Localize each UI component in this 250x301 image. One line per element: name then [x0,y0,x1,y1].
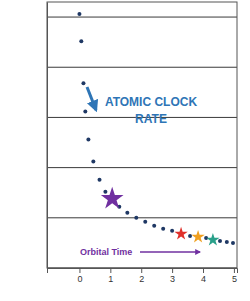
x-tick: 3 [170,268,175,284]
grid-line [47,67,237,68]
arrow [140,251,200,253]
x-tick-mark [110,268,111,273]
x-tick-mark [172,268,173,273]
x-tick-mark [79,268,80,273]
x-axis: 0 1 2 3 4 5 [48,268,238,284]
star-point [191,230,204,243]
grid-line [47,167,237,168]
point [225,240,229,244]
x-tick-label: 0 [77,274,82,284]
point [79,39,83,43]
point [134,216,138,220]
arrow [87,87,96,110]
point [86,138,90,142]
x-tick: 5 [232,268,237,284]
point [81,81,85,85]
point [231,241,235,245]
x-tick-label: 5 [232,274,237,284]
plot-frame [47,2,237,268]
x-tick-mark [203,268,204,273]
x-tick-mark [234,268,235,273]
point [170,229,174,233]
x-axis-line [48,269,238,274]
point [161,227,165,231]
grid-line [47,217,237,218]
point [77,12,81,16]
point [91,160,95,164]
x-tick: 1 [108,268,113,284]
x-tick-mark [141,268,142,273]
point [83,109,87,113]
point [103,190,107,194]
x-tick-label: 3 [170,274,175,284]
x-tick-label: 4 [201,274,206,284]
point [188,234,192,238]
annotation: Orbital Time [80,247,132,257]
x-tick: 0 [77,268,82,284]
annotation: ATOMIC CLOCKRATE [105,95,198,126]
star-point [206,233,219,246]
marks [77,12,235,246]
star-point [101,187,124,209]
series [101,187,220,246]
y-axis [47,3,49,269]
x-tick-label: 1 [108,274,113,284]
y-axis-line [47,3,48,269]
grid [47,17,237,268]
series [77,12,235,245]
point [143,220,147,224]
x-tick: 2 [139,268,144,284]
plot: 0 1 2 3 4 5 [47,2,238,284]
star-point [174,227,187,240]
grid-line [47,17,237,18]
chart: 0 1 2 3 4 5 ATOMIC CLOCKRATE Orbital Time [0,0,250,301]
point [152,224,156,228]
x-tick: 4 [201,268,206,284]
point [125,211,129,215]
x-tick-label: 2 [139,274,144,284]
point [218,239,222,243]
point [98,178,102,182]
